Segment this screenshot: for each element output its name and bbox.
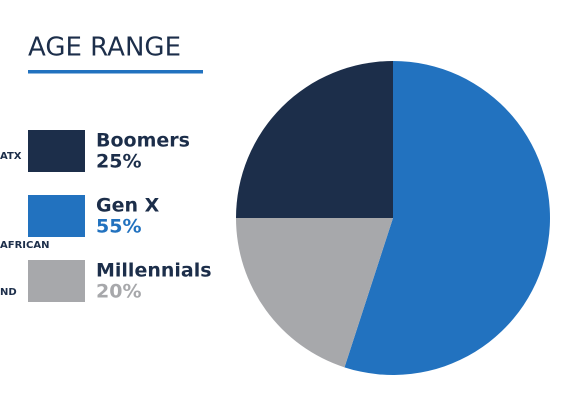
- side-label: AFRICAN: [0, 240, 49, 251]
- value-label: 55%: [96, 216, 141, 238]
- legend-swatch: [28, 130, 85, 172]
- value-label: 25%: [96, 151, 141, 173]
- title-underline: [28, 70, 203, 74]
- legend-swatch: [28, 260, 85, 302]
- legend-label: Millennials: [96, 260, 212, 282]
- pie-slice: [236, 218, 393, 368]
- pie-slice: [344, 61, 550, 375]
- legend-swatch: [28, 195, 85, 237]
- value-label: 20%: [96, 281, 141, 303]
- chart-title: AGE RANGE: [28, 33, 181, 63]
- side-label: ATX: [0, 151, 22, 162]
- pie-slice: [236, 61, 393, 218]
- legend-label: Boomers: [96, 130, 190, 152]
- side-label: ND: [0, 287, 17, 298]
- legend-label: Gen X: [96, 195, 160, 217]
